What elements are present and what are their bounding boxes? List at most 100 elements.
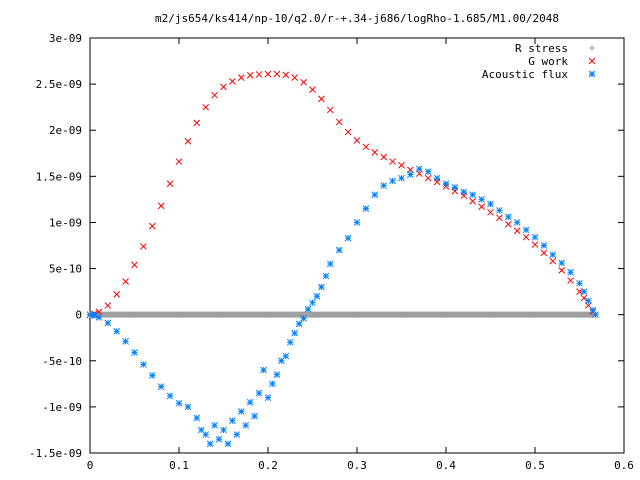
data-point	[531, 233, 539, 241]
series-acoustic-flux	[86, 165, 599, 448]
y-tick-label: 1e-09	[49, 216, 82, 229]
data-point	[273, 371, 281, 378]
data-point	[193, 414, 201, 422]
data-point	[246, 71, 254, 79]
data-point	[255, 71, 263, 78]
data-point	[398, 311, 405, 318]
x-tick-label: 0.6	[614, 459, 634, 472]
data-point	[549, 251, 557, 259]
data-point	[318, 283, 325, 291]
data-point	[478, 196, 485, 203]
data-point	[193, 119, 201, 127]
data-point	[318, 95, 325, 103]
data-point	[131, 311, 138, 318]
y-tick-label: 3e-09	[49, 32, 82, 45]
data-point	[558, 267, 566, 274]
y-tick-label: 0	[75, 309, 82, 322]
y-tick-label: 2.5e-09	[36, 78, 82, 91]
x-tick-label: 0.2	[258, 459, 278, 472]
data-point	[224, 440, 232, 448]
y-tick-label: -1e-09	[42, 401, 82, 414]
data-point	[229, 417, 236, 425]
data-point	[585, 297, 592, 305]
data-point	[504, 213, 512, 221]
data-point	[157, 383, 165, 390]
data-point	[229, 77, 236, 85]
y-tick-label: 5e-10	[49, 263, 82, 276]
legend-label: Acoustic flux	[482, 68, 568, 81]
data-point	[291, 74, 299, 82]
data-point	[157, 202, 165, 210]
legend-marker	[588, 70, 596, 78]
data-point	[304, 305, 312, 313]
data-point	[531, 241, 539, 248]
data-point	[166, 392, 174, 400]
data-point	[309, 86, 316, 93]
data-point	[549, 257, 557, 265]
data-point	[354, 311, 360, 318]
data-point	[580, 294, 588, 302]
y-tick-label: -1.5e-09	[29, 447, 82, 460]
legend-marker	[588, 57, 596, 65]
data-point	[513, 219, 521, 226]
data-point	[513, 227, 521, 235]
data-point	[211, 91, 218, 99]
y-tick-label: -5e-10	[42, 355, 82, 368]
data-point	[335, 118, 343, 126]
data-point	[140, 243, 147, 250]
data-point	[148, 372, 156, 379]
data-point	[522, 226, 530, 234]
data-point	[95, 308, 103, 316]
data-point	[220, 311, 227, 318]
data-point	[362, 143, 370, 151]
data-point	[309, 299, 316, 307]
series-r-stress	[87, 311, 596, 318]
data-point	[140, 361, 147, 368]
data-point	[260, 366, 267, 374]
data-point	[300, 78, 307, 86]
data-point	[131, 261, 138, 269]
data-point	[389, 158, 396, 165]
data-point	[478, 203, 485, 211]
data-point	[148, 222, 156, 230]
data-point	[469, 197, 477, 205]
legend-label: R stress	[515, 42, 568, 55]
data-point	[451, 184, 459, 191]
data-point	[282, 71, 290, 79]
data-point	[313, 292, 321, 300]
data-point	[362, 205, 370, 212]
x-tick-label: 0.5	[525, 459, 545, 472]
data-point	[273, 70, 281, 78]
data-point	[592, 311, 599, 319]
data-point	[398, 174, 405, 182]
data-point	[469, 191, 477, 199]
data-point	[496, 207, 503, 214]
data-point	[576, 279, 583, 287]
data-point	[246, 398, 254, 406]
data-point	[95, 314, 103, 321]
data-point	[496, 214, 503, 222]
data-point	[282, 352, 290, 360]
series-g-work	[86, 70, 599, 319]
data-point	[389, 177, 396, 185]
data-point	[237, 74, 245, 82]
data-point	[443, 311, 449, 318]
data-point	[206, 440, 214, 448]
y-axis: -1.5e-09 -1e-09 -5e-10 0 5e-10 1e-09 1.5e-09 2e…	[29, 32, 624, 460]
data-point	[433, 174, 441, 182]
data-point	[202, 103, 210, 111]
data-point	[131, 349, 138, 356]
data-point	[220, 83, 227, 91]
data-point	[371, 191, 379, 199]
data-point	[442, 180, 450, 188]
data-point	[104, 319, 112, 327]
data-point	[532, 311, 538, 318]
data-point	[407, 171, 414, 178]
data-point	[309, 311, 316, 318]
data-point	[255, 389, 263, 397]
data-point	[122, 338, 129, 345]
data-point	[233, 431, 241, 438]
data-point	[269, 380, 276, 388]
